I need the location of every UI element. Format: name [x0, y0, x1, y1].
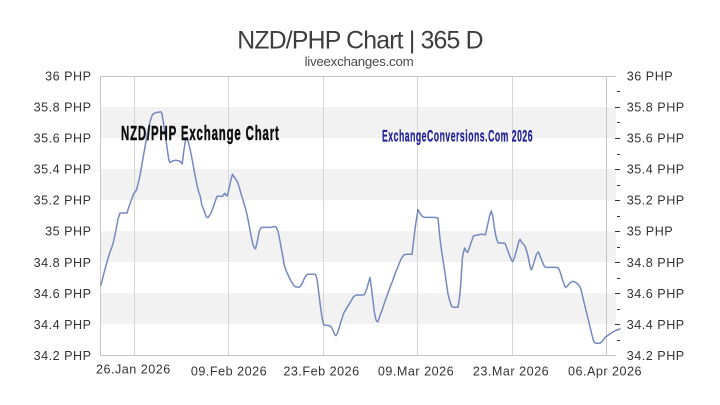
svg-text:35.6 PHP: 35.6 PHP	[627, 132, 685, 146]
svg-text:34.4 PHP: 34.4 PHP	[34, 318, 92, 332]
svg-text:09.Mar 2026: 09.Mar 2026	[378, 364, 454, 378]
svg-text:liveexchanges.com: liveexchanges.com	[305, 54, 414, 69]
svg-text:34.8 PHP: 34.8 PHP	[34, 256, 92, 270]
svg-text:34.2 PHP: 34.2 PHP	[34, 349, 92, 363]
svg-text:34.6 PHP: 34.6 PHP	[627, 287, 685, 301]
svg-text:35 PHP: 35 PHP	[45, 225, 91, 239]
svg-text:06.Apr 2026: 06.Apr 2026	[568, 364, 642, 378]
svg-text:ExchangeConversions.Com 2026: ExchangeConversions.Com 2026	[382, 127, 533, 146]
svg-text:23.Mar 2026: 23.Mar 2026	[473, 364, 549, 378]
svg-text:34.4 PHP: 34.4 PHP	[627, 318, 685, 332]
svg-text:NZD/PHP Chart | 365 D: NZD/PHP Chart | 365 D	[237, 28, 483, 55]
svg-text:34.2 PHP: 34.2 PHP	[627, 349, 685, 363]
svg-text:35.6 PHP: 35.6 PHP	[34, 132, 92, 146]
svg-text:35.2 PHP: 35.2 PHP	[34, 194, 92, 208]
svg-text:36 PHP: 36 PHP	[45, 70, 91, 84]
svg-text:26.Jan 2026: 26.Jan 2026	[96, 363, 171, 377]
svg-text:35.8 PHP: 35.8 PHP	[34, 101, 92, 115]
svg-text:09.Feb 2026: 09.Feb 2026	[191, 364, 267, 378]
svg-text:23.Feb 2026: 23.Feb 2026	[283, 364, 359, 378]
svg-text:35.8 PHP: 35.8 PHP	[627, 101, 685, 115]
svg-text:NZD/PHP Exchange Chart: NZD/PHP Exchange Chart	[121, 123, 280, 145]
svg-text:35 PHP: 35 PHP	[627, 225, 673, 239]
svg-text:34.6 PHP: 34.6 PHP	[34, 287, 92, 301]
svg-text:35.2 PHP: 35.2 PHP	[627, 194, 685, 208]
svg-text:34.8 PHP: 34.8 PHP	[627, 256, 685, 270]
svg-text:36 PHP: 36 PHP	[627, 70, 673, 84]
svg-text:35.4 PHP: 35.4 PHP	[627, 163, 685, 177]
svg-text:35.4 PHP: 35.4 PHP	[34, 163, 92, 177]
